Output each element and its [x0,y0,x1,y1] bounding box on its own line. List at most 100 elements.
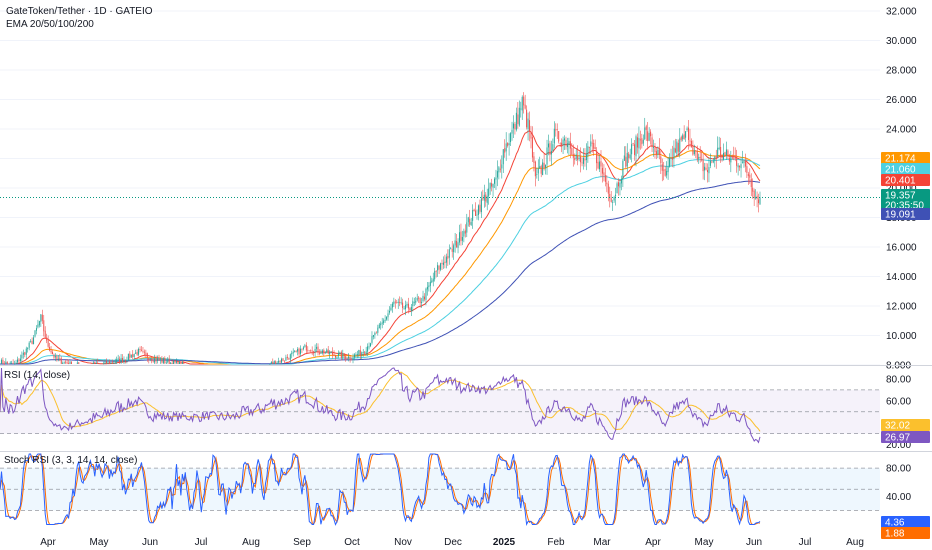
candle [282,358,284,362]
candle [648,127,650,142]
candle [68,359,70,365]
candle [381,317,383,329]
candle [657,146,659,159]
candle [180,361,182,364]
candle [692,140,694,156]
candle [451,240,453,258]
rsi-lines [0,367,761,444]
candle [320,349,322,354]
candle [111,359,113,364]
price-pane[interactable]: 32.00030.00028.00026.00024.00022.00020.0… [0,6,930,372]
candle [368,342,370,350]
candle [606,175,608,193]
stoch-lines [0,453,761,526]
candle [629,148,631,160]
candle [502,148,504,173]
candle [399,296,401,307]
price-badge: 19.357 [881,189,930,202]
candle [132,350,134,360]
candle [523,92,525,114]
candle [504,139,506,158]
candle [736,149,738,173]
candle [590,134,592,154]
candle [423,293,426,302]
time-axis[interactable]: Apr May Jun Jul Aug Sep Oct Nov Dec 2025 Feb Mar Apr… [40,537,864,548]
candle [94,361,96,364]
stoch-rsi-legend[interactable]: Stoch RSI (3, 3, 14, 14, close) [4,455,137,466]
candle [117,354,119,361]
candle [491,178,493,192]
rsi-legend[interactable]: RSI (14, close) [4,370,70,381]
candle [552,138,554,152]
candle [16,356,19,364]
candle [653,139,655,157]
candle [283,360,285,364]
candle [307,346,309,354]
candle [329,350,331,359]
candle [25,346,27,359]
candle [698,153,700,164]
candle [720,137,722,163]
candle [533,151,535,172]
candle [394,299,396,309]
candle [510,132,512,147]
candle [122,354,124,364]
candle [658,138,660,160]
candle [740,157,742,178]
candle [76,360,78,364]
candle [294,350,296,353]
candle [619,179,621,196]
candle [292,348,294,357]
candle [105,358,107,364]
candle [353,353,355,361]
candle [485,192,487,207]
candle [41,309,43,324]
candle [663,161,665,181]
candle [5,358,7,364]
candle [499,159,501,173]
candle [390,303,392,312]
candle [690,138,692,148]
time-tick-label: 2025 [493,537,516,548]
ema-legend[interactable]: EMA 20/50/100/200 [6,19,94,30]
candle [679,128,681,158]
candle [165,359,167,364]
candle [57,355,59,362]
candle [355,352,357,358]
candle [581,157,583,167]
badge-value: 19.091 [885,210,916,221]
candle [676,138,678,157]
candle [441,259,443,270]
candle [469,209,471,227]
candle [78,361,80,364]
rsi-tick-label: 20.00 [886,440,911,451]
candle [644,117,646,141]
candle [299,345,302,357]
candle [43,314,45,337]
candle [540,164,542,178]
candle [596,147,598,171]
candle [564,135,566,151]
time-tick-label: Aug [242,537,260,548]
candle [351,357,353,361]
stoch-y-axis[interactable]: 80.00 40.00 [886,464,911,503]
time-tick-label: Sep [293,537,311,548]
candle [647,121,649,150]
symbol-title[interactable]: GateToken/Tether · 1D · GATEIO [6,6,153,17]
candle [286,354,288,360]
candle [562,136,564,154]
candle [124,359,126,364]
candle [318,349,320,356]
stoch-rsi-pane[interactable]: 80.00 40.00 4.361.88 Stoch RSI (3, 3, 14,… [0,453,930,540]
candle [650,129,652,145]
candle [467,216,469,227]
candle [304,343,306,348]
price-badge: 21.060 [881,163,930,176]
candle [492,183,494,197]
candle [463,228,465,243]
candle [62,361,64,364]
candle [565,136,567,150]
candle [377,324,379,336]
